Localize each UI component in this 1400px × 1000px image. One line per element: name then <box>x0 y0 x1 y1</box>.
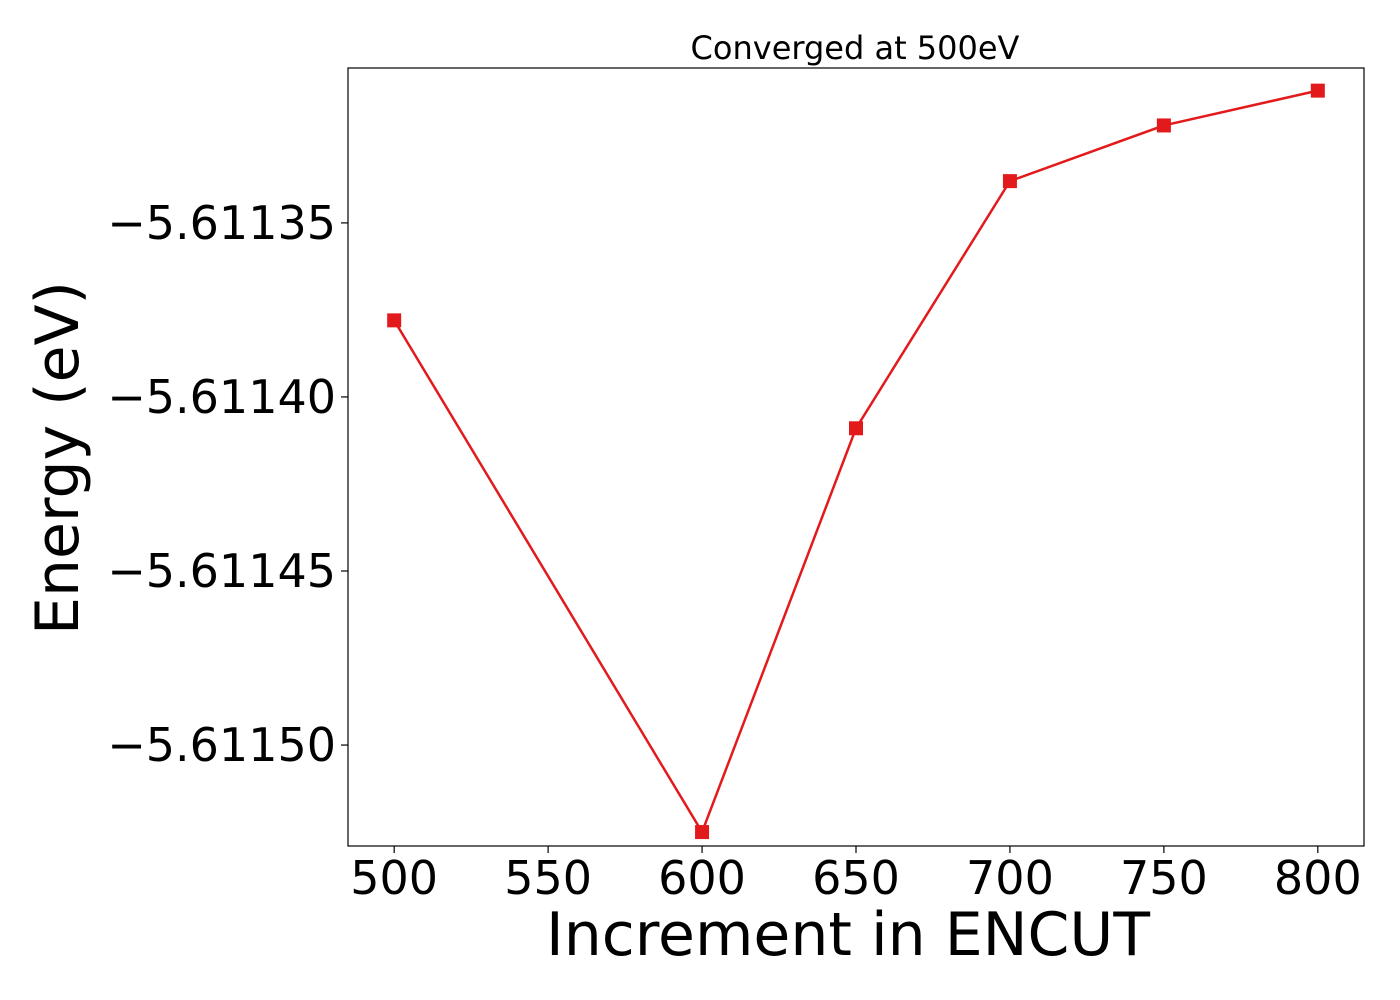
chart-title: Converged at 500eV <box>691 29 1020 67</box>
data-point-marker <box>849 421 863 436</box>
y-tick-label: −5.61135 <box>107 196 336 250</box>
x-tick-label: 550 <box>504 851 592 905</box>
y-axis-ticks: −5.61150 −5.61145 −5.61140 −5.61135 <box>107 196 348 772</box>
x-tick-label: 500 <box>350 851 438 905</box>
y-axis-label: Energy (eV) <box>23 281 93 635</box>
x-axis-label: Increment in ENCUT <box>546 900 1150 970</box>
data-point-marker <box>1156 118 1171 133</box>
y-tick-label: −5.61140 <box>107 370 336 424</box>
x-tick-label: 800 <box>1274 851 1362 905</box>
x-tick-label: 750 <box>1120 851 1208 905</box>
x-tick-label: 600 <box>658 851 746 905</box>
series-line <box>393 89 1319 835</box>
x-axis-ticks: 500 550 600 650 700 750 800 <box>350 846 1362 905</box>
data-point-marker <box>387 313 402 328</box>
y-tick-label: −5.61145 <box>107 544 336 598</box>
x-tick-label: 650 <box>812 851 900 905</box>
plot-area-frame <box>347 67 1365 847</box>
data-point-marker <box>1310 83 1325 98</box>
data-point-marker <box>1002 174 1017 189</box>
x-tick-label: 700 <box>966 851 1054 905</box>
data-point-marker <box>695 825 710 840</box>
series-layer <box>387 83 1325 840</box>
y-tick-label: −5.61150 <box>107 718 336 772</box>
